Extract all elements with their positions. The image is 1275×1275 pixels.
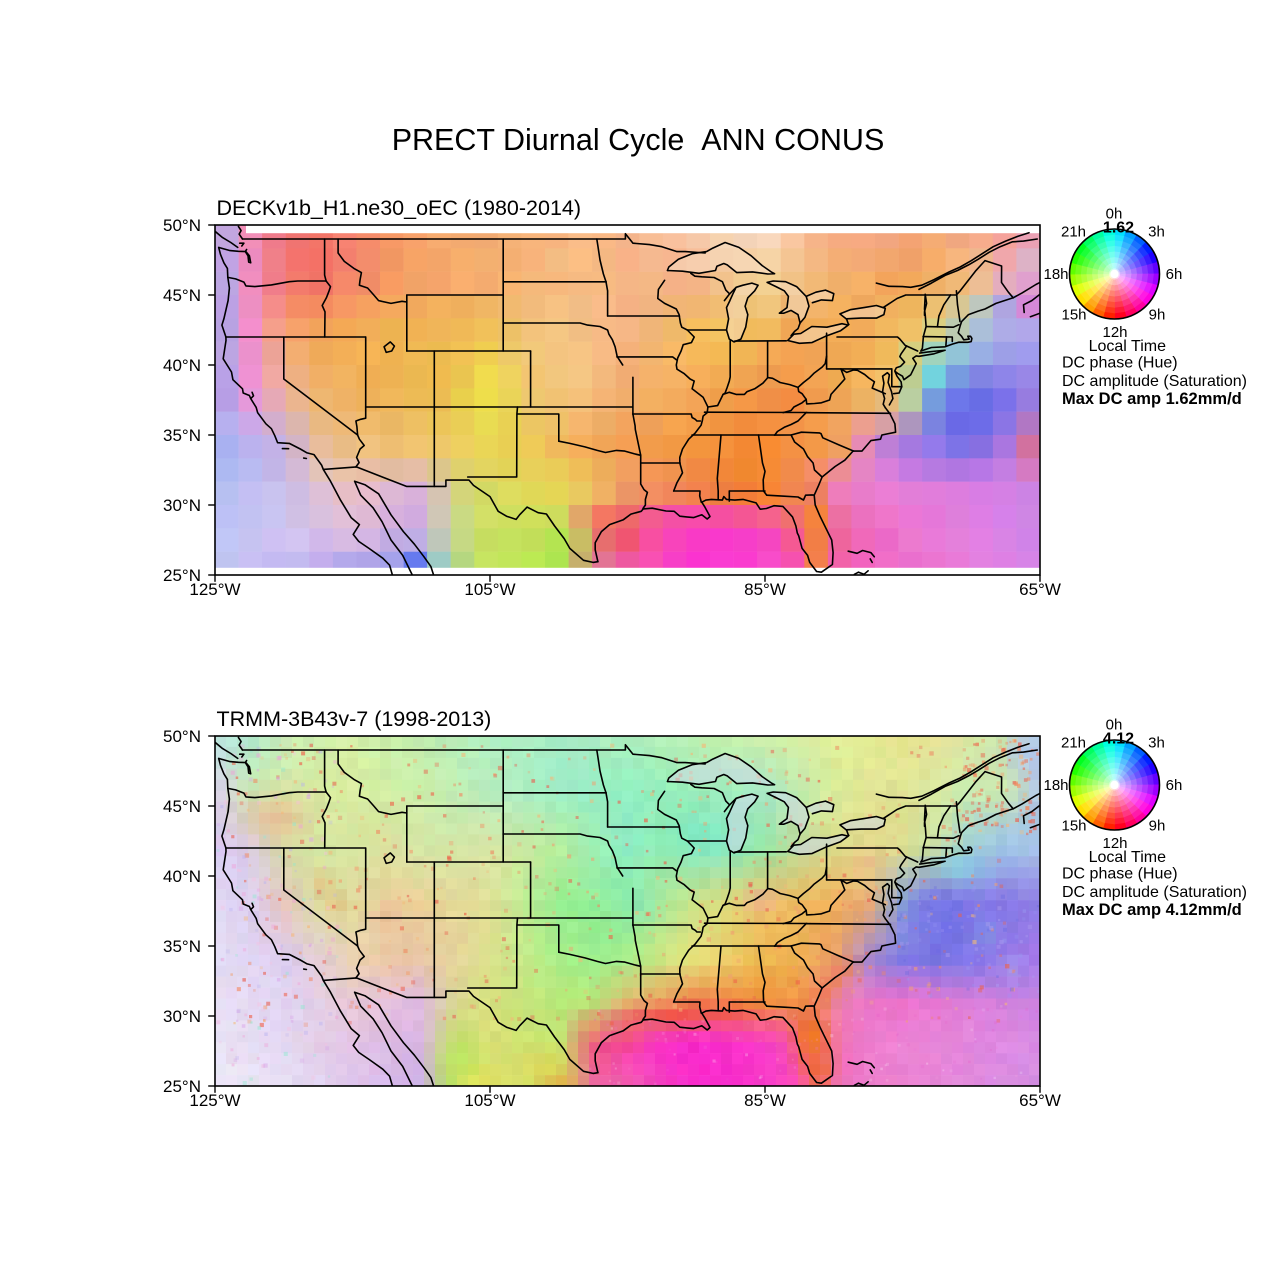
- svg-text:Local Time: Local Time: [1089, 338, 1166, 355]
- svg-text:50°N: 50°N: [163, 727, 201, 746]
- svg-text:25°N: 25°N: [163, 566, 201, 585]
- svg-text:Max DC amp 4.12mm/d: Max DC amp 4.12mm/d: [1062, 901, 1242, 919]
- svg-text:0h: 0h: [1106, 717, 1123, 734]
- svg-text:DC phase (Hue): DC phase (Hue): [1062, 866, 1178, 883]
- svg-text:30°N: 30°N: [163, 1007, 201, 1026]
- svg-text:Local Time: Local Time: [1089, 849, 1166, 866]
- svg-text:45°N: 45°N: [163, 286, 201, 305]
- svg-text:125°W: 125°W: [189, 580, 240, 599]
- svg-text:TRMM-3B43v-7 (1998-2013): TRMM-3B43v-7 (1998-2013): [217, 707, 492, 731]
- svg-text:9h: 9h: [1149, 818, 1166, 835]
- svg-text:0h: 0h: [1106, 206, 1123, 223]
- svg-text:65°W: 65°W: [1019, 1091, 1061, 1110]
- svg-text:40°N: 40°N: [163, 867, 201, 886]
- svg-text:85°W: 85°W: [744, 580, 786, 599]
- svg-text:Max DC amp 1.62mm/d: Max DC amp 1.62mm/d: [1062, 390, 1242, 408]
- svg-text:12h: 12h: [1102, 324, 1127, 341]
- svg-text:12h: 12h: [1102, 835, 1127, 852]
- svg-text:4.12: 4.12: [1103, 731, 1134, 748]
- svg-text:40°N: 40°N: [163, 356, 201, 375]
- svg-text:6h: 6h: [1166, 266, 1183, 283]
- svg-text:DC phase (Hue): DC phase (Hue): [1062, 355, 1178, 372]
- svg-text:15h: 15h: [1061, 307, 1086, 324]
- svg-text:35°N: 35°N: [163, 426, 201, 445]
- svg-text:45°N: 45°N: [163, 797, 201, 816]
- svg-text:DC amplitude (Saturation): DC amplitude (Saturation): [1062, 884, 1247, 901]
- svg-text:PRECT Diurnal Cycle ANN CONUS: PRECT Diurnal Cycle ANN CONUS: [392, 123, 885, 157]
- svg-text:DC amplitude (Saturation): DC amplitude (Saturation): [1062, 373, 1247, 390]
- svg-text:18h: 18h: [1043, 777, 1068, 794]
- svg-text:15h: 15h: [1061, 818, 1086, 835]
- svg-text:105°W: 105°W: [464, 1091, 515, 1110]
- svg-text:6h: 6h: [1166, 777, 1183, 794]
- svg-text:105°W: 105°W: [464, 580, 515, 599]
- svg-text:3h: 3h: [1148, 734, 1165, 751]
- svg-text:25°N: 25°N: [163, 1077, 201, 1096]
- svg-text:85°W: 85°W: [744, 1091, 786, 1110]
- svg-text:1.62: 1.62: [1103, 220, 1134, 237]
- svg-text:21h: 21h: [1061, 223, 1086, 240]
- svg-text:3h: 3h: [1148, 223, 1165, 240]
- svg-text:18h: 18h: [1043, 266, 1068, 283]
- svg-text:65°W: 65°W: [1019, 580, 1061, 599]
- svg-text:35°N: 35°N: [163, 937, 201, 956]
- svg-text:DECKv1b_H1.ne30_oEC (1980-2014: DECKv1b_H1.ne30_oEC (1980-2014): [217, 196, 582, 220]
- svg-text:9h: 9h: [1149, 307, 1166, 324]
- svg-text:50°N: 50°N: [163, 216, 201, 235]
- svg-text:21h: 21h: [1061, 734, 1086, 751]
- svg-text:30°N: 30°N: [163, 496, 201, 515]
- svg-text:125°W: 125°W: [189, 1091, 240, 1110]
